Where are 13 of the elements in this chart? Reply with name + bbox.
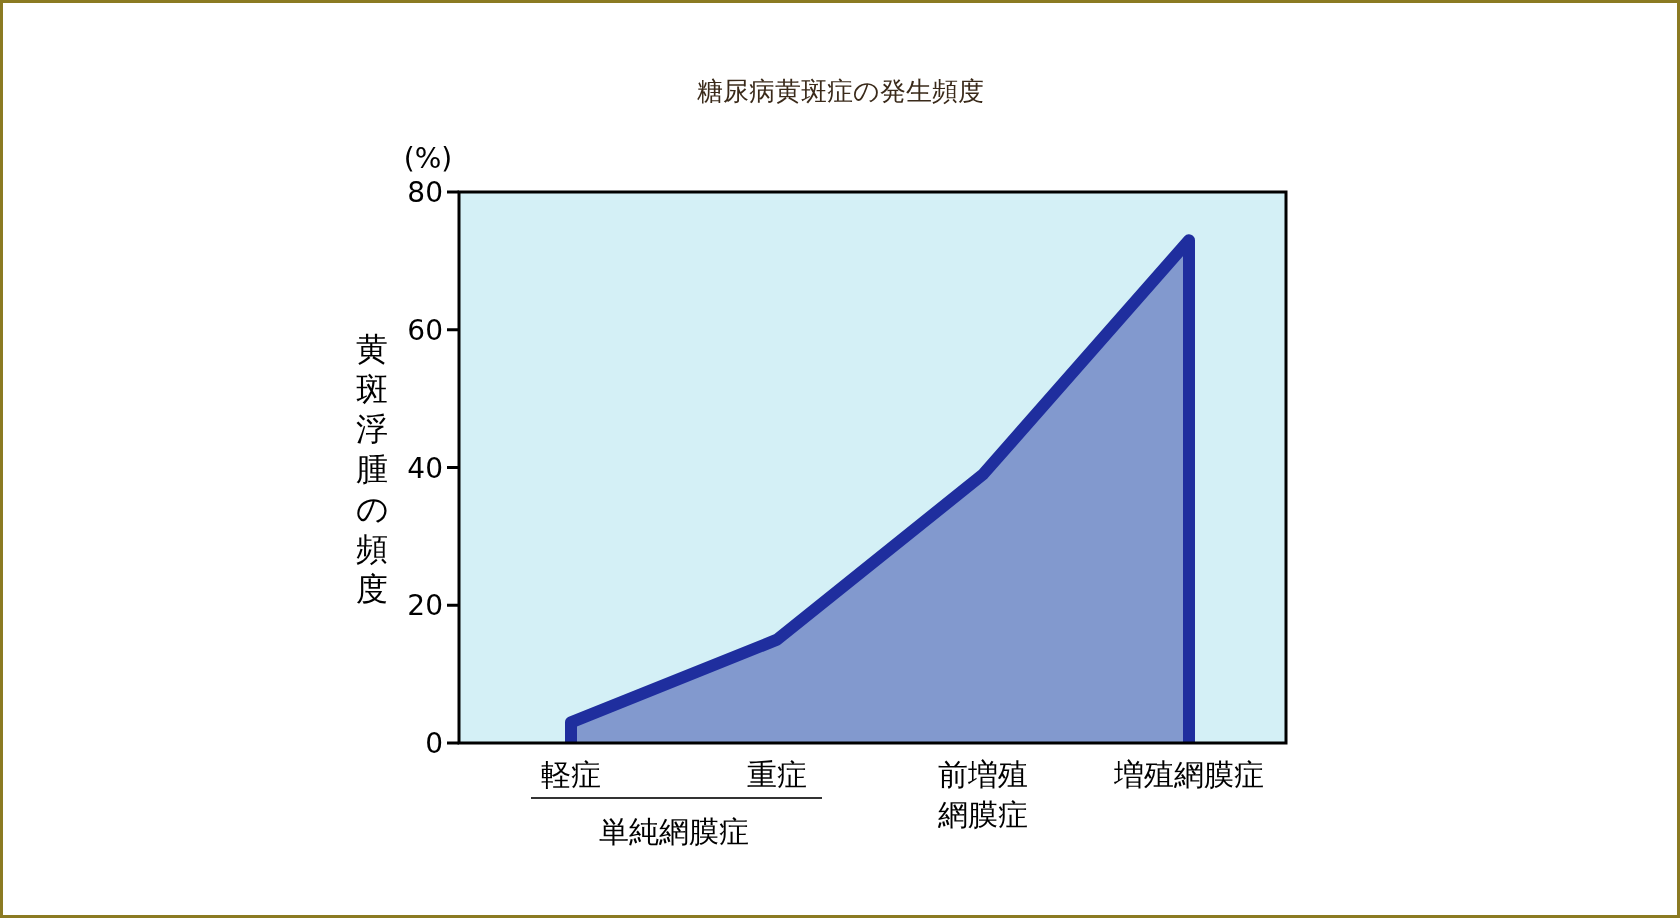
x-tick-label: 増殖網膜症 [1113, 757, 1264, 792]
text: (%) [403, 142, 453, 175]
text: 単純網膜症 [599, 814, 749, 849]
y-tick-label: 40 [407, 451, 443, 485]
chart-title: 糖尿病黄斑症の発生頻度 [696, 76, 984, 106]
y-tick-label: 80 [407, 176, 443, 209]
y-axis-title: 黄斑浮腫の頻度 [355, 330, 389, 608]
y-tick-label: 60 [407, 313, 443, 347]
x-tick-label: 前増殖網膜症 [937, 757, 1028, 832]
x-tick-label: 軽症 [541, 757, 601, 792]
x-tick-label: 重症 [747, 757, 807, 792]
y-tick-label: 20 [407, 589, 443, 623]
y-tick-label: 0 [425, 727, 443, 760]
